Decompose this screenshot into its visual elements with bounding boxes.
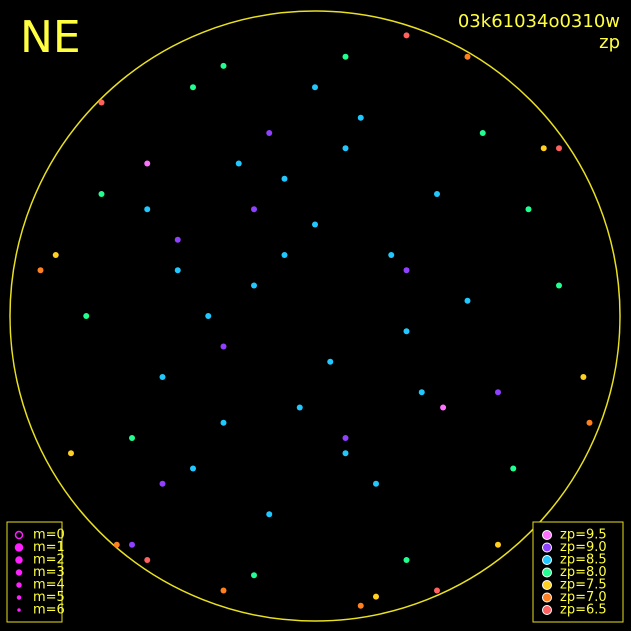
star-point [220, 587, 227, 594]
star-point [220, 62, 227, 69]
size-legend-label: m=5 [33, 590, 65, 605]
star-point [342, 145, 349, 152]
size-legend-marker [16, 595, 22, 600]
star-point [266, 511, 273, 518]
star-point [510, 465, 517, 472]
star-point [129, 435, 135, 441]
star-point [434, 587, 440, 594]
star-point [220, 343, 227, 350]
star-point [540, 145, 547, 152]
star-point [52, 252, 59, 258]
star-point [479, 130, 486, 136]
star-point [251, 282, 257, 289]
star-point [266, 130, 273, 136]
star-point [220, 419, 227, 426]
legend-marker [542, 580, 552, 590]
star-point [68, 450, 74, 457]
star-point [312, 84, 318, 91]
star-point [434, 191, 440, 197]
star-point [144, 557, 151, 563]
star-point [144, 160, 151, 167]
star-point [342, 450, 349, 457]
star-point [205, 313, 212, 319]
legend-label: zp=9.5 [560, 528, 607, 543]
legend-label: zp=7.0 [560, 590, 607, 605]
star-point [342, 435, 349, 441]
star-point [403, 267, 410, 274]
star-point [357, 114, 364, 121]
legend-marker [542, 605, 552, 615]
size-legend-label: m=6 [33, 603, 65, 618]
star-point [580, 374, 587, 380]
star-point [296, 404, 303, 411]
star-point [373, 593, 379, 600]
size-legend-marker [15, 556, 23, 564]
legend-marker [542, 542, 552, 553]
size-legend-label: m=2 [33, 553, 65, 568]
size-legend-marker [14, 543, 24, 552]
star-point [556, 282, 562, 289]
sky-horizon [9, 10, 621, 622]
star-point [281, 252, 288, 258]
star-point [174, 236, 181, 243]
star-point [418, 389, 425, 396]
color-label: zp [599, 32, 620, 53]
star-point [159, 480, 166, 487]
size-legend-marker [17, 608, 21, 612]
star-point [440, 404, 447, 411]
star-point [113, 541, 120, 548]
star-point [144, 206, 151, 213]
star-point [357, 602, 364, 609]
star-point [342, 53, 349, 60]
size-legend-label: m=4 [33, 578, 65, 593]
size-legend-label: m=0 [33, 528, 65, 543]
legend-label: zp=8.5 [560, 553, 607, 568]
star-point [129, 541, 135, 548]
star-point [403, 32, 410, 39]
size-legend-marker [16, 582, 22, 588]
star-point [525, 206, 532, 213]
size-legend-marker [15, 569, 23, 576]
star-point [586, 419, 593, 426]
star-point [388, 252, 395, 258]
star-point [37, 267, 44, 274]
legend-marker [542, 592, 552, 603]
star-point [159, 374, 166, 380]
legend-label: zp=7.5 [560, 578, 607, 593]
legend-label: zp=8.0 [560, 565, 607, 580]
star-point [281, 175, 288, 182]
star-point [190, 465, 196, 472]
star-point [327, 358, 334, 365]
star-point [98, 99, 105, 106]
star-point [495, 389, 501, 396]
star-point [190, 84, 196, 91]
star-point [556, 145, 562, 152]
chart-subtitle: 03k61034o0310w [458, 11, 620, 32]
star-point [495, 541, 501, 548]
chart-title: NE [20, 12, 81, 63]
size-legend-label: m=1 [33, 540, 65, 555]
star-point [403, 328, 410, 335]
star-point [312, 221, 318, 228]
star-point [98, 191, 105, 197]
star-point [403, 557, 410, 563]
legend-label: zp=9.0 [560, 540, 607, 555]
size-legend-marker [14, 530, 24, 540]
star-point [235, 160, 242, 167]
size-legend-label: m=3 [33, 565, 65, 580]
star-point [251, 572, 257, 579]
star-point [83, 313, 90, 319]
legend-label: zp=6.5 [560, 603, 607, 618]
legend-marker [542, 530, 552, 540]
star-point [174, 267, 181, 274]
star-point [373, 480, 379, 487]
legend-marker [542, 567, 552, 578]
star-point [251, 206, 257, 213]
star-point [464, 297, 471, 304]
legend-marker [542, 555, 552, 565]
star-point [464, 53, 471, 60]
